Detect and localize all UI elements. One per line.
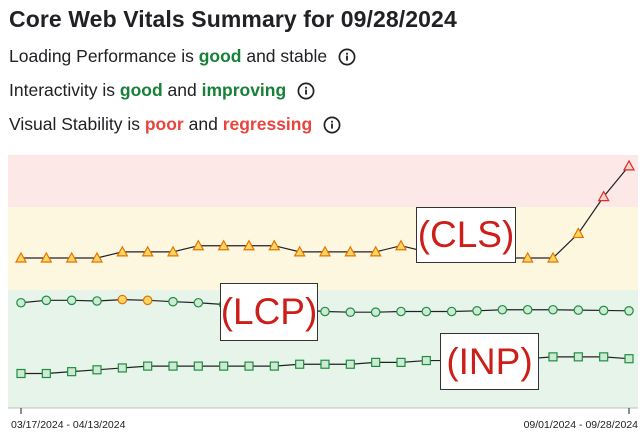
x-tick-label: 03/17/2024 - 04/13/2024 (11, 419, 126, 431)
inp-point (371, 357, 381, 367)
loading-performance-row: Loading Performance is good and stable (9, 46, 356, 67)
lcp-point (92, 296, 102, 306)
lcp-point (117, 294, 128, 305)
lcp-point (41, 295, 52, 306)
cls-point (394, 239, 408, 251)
cls-point (546, 251, 560, 263)
inp-point (16, 368, 26, 379)
vitals-trend-chart: 03/17/2024 - 04/13/2024 09/01/2024 - 09/2… (8, 155, 639, 431)
lcp-point (142, 295, 153, 306)
inp-point (92, 365, 102, 375)
inp-point (548, 352, 558, 362)
x-tick-label: 09/01/2024 - 09/28/2024 (524, 419, 639, 431)
inp-point (67, 367, 77, 377)
info-icon[interactable] (297, 82, 315, 100)
inp-callout: (INP) (440, 333, 539, 390)
interactivity-row: Interactivity is good and improving (9, 80, 315, 101)
row-joiner: and stable (241, 46, 328, 66)
info-icon[interactable] (338, 48, 356, 66)
inp-point (168, 361, 178, 371)
trend-regressing: regressing (222, 114, 313, 134)
cls-point (40, 251, 53, 263)
inp-point (396, 357, 406, 367)
lcp-point (66, 295, 77, 306)
cls-point (521, 251, 534, 263)
lcp-point (522, 304, 533, 315)
cls-point (293, 245, 306, 257)
inp-point (421, 355, 431, 366)
cls-point (90, 251, 104, 263)
cls-point (65, 251, 78, 263)
visual-stability-row: Visual Stability is poor and regressing (9, 114, 341, 135)
cls-point (192, 239, 205, 251)
lcp-point (193, 297, 204, 308)
inp-point (41, 368, 51, 379)
lcp-point (396, 306, 406, 317)
lcp-point (421, 306, 432, 317)
cls-point (242, 239, 256, 251)
lcp-point (472, 306, 482, 316)
info-icon[interactable] (323, 116, 341, 134)
row-prefix: Visual Stability is (9, 114, 145, 134)
cls-point (344, 245, 357, 257)
cls-callout: (CLS) (416, 207, 516, 263)
cls-point (116, 245, 129, 257)
lcp-point (598, 305, 609, 316)
page-title: Core Web Vitals Summary for 09/28/2024 (9, 6, 457, 32)
status-good: good (198, 46, 242, 66)
lcp-point (168, 296, 178, 307)
cls-point (318, 245, 332, 257)
lcp-point (320, 306, 330, 317)
cls-point (268, 239, 281, 251)
inp-point (320, 359, 330, 369)
row-joiner: and (162, 80, 202, 100)
status-poor: poor (144, 114, 184, 134)
inp-point (193, 361, 203, 371)
lcp-point (370, 307, 381, 317)
cls-point (166, 245, 180, 257)
lcp-point (16, 297, 26, 308)
needs-improvement-band (8, 207, 638, 290)
cls-point (572, 227, 585, 239)
cls-point (369, 245, 382, 257)
cls-point (217, 239, 230, 251)
inp-point (219, 361, 229, 371)
inp-point (269, 361, 279, 371)
cls-point (141, 245, 154, 257)
row-joiner: and (183, 114, 223, 134)
poor-band (8, 155, 638, 207)
inp-point (244, 361, 254, 371)
cls-point (14, 251, 28, 263)
row-prefix: Loading Performance is (9, 46, 199, 66)
status-good: good (119, 80, 163, 100)
lcp-callout: (LCP) (220, 283, 318, 341)
inp-point (345, 359, 355, 369)
lcp-point (573, 305, 584, 315)
inp-point (295, 359, 305, 369)
inp-point (573, 352, 583, 362)
cls-point (622, 159, 636, 171)
lcp-point (548, 304, 558, 315)
inp-point (624, 354, 634, 364)
inp-point (599, 352, 609, 362)
lcp-point (446, 306, 457, 317)
lcp-point (624, 306, 634, 316)
trend-improving: improving (201, 80, 287, 100)
lcp-point (345, 307, 356, 317)
inp-point (117, 363, 127, 373)
row-prefix: Interactivity is (9, 80, 120, 100)
cls-point (597, 190, 610, 202)
lcp-point (497, 304, 508, 315)
inp-point (143, 361, 153, 371)
